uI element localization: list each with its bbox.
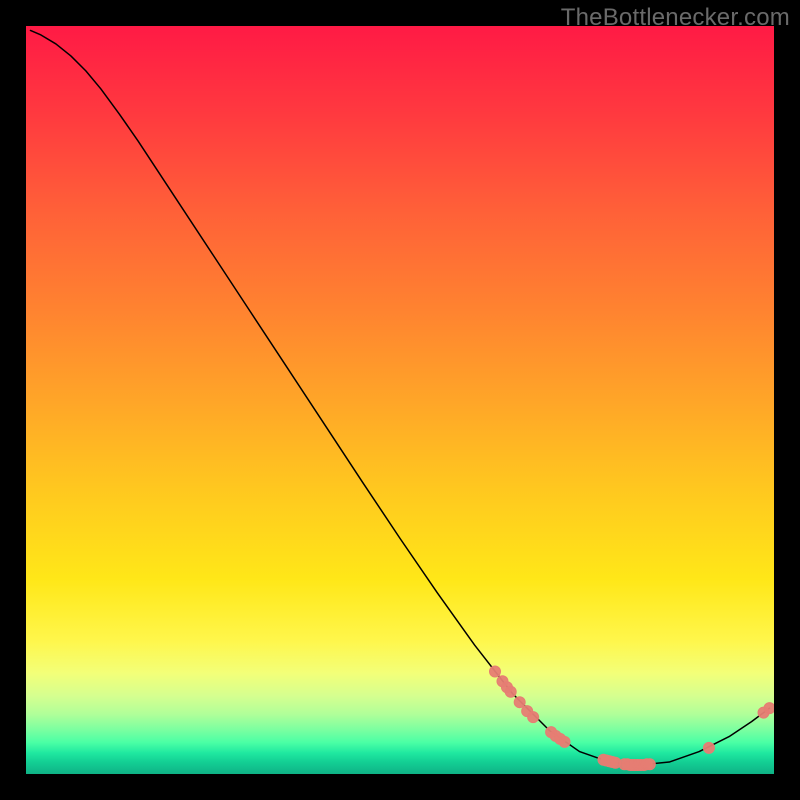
watermark-text: TheBottlenecker.com [561, 4, 790, 32]
scatter-marker [703, 742, 714, 753]
scatter-marker [505, 686, 516, 697]
chart-background [26, 26, 774, 774]
chart-plot-area [26, 26, 774, 774]
scatter-marker [490, 666, 501, 677]
scatter-marker [644, 759, 655, 770]
scatter-marker [528, 712, 539, 723]
scatter-marker [514, 697, 525, 708]
chart-svg [26, 26, 774, 774]
scatter-marker [764, 703, 774, 714]
scatter-marker [559, 736, 570, 747]
